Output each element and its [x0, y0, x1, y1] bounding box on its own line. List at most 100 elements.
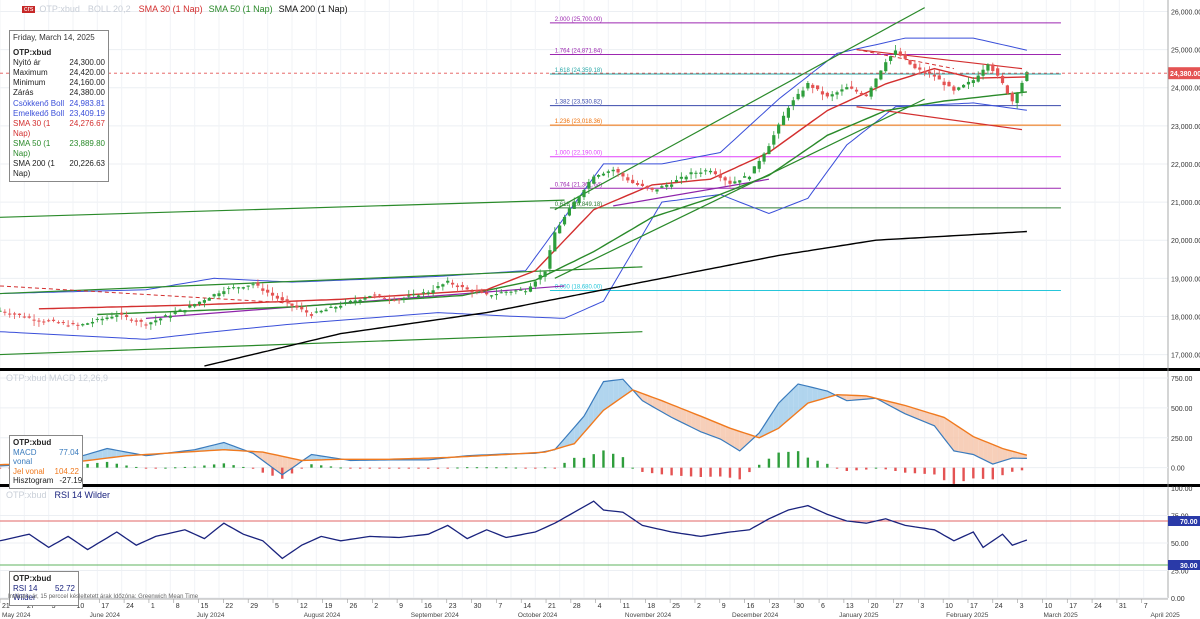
candle-up [358, 299, 362, 302]
macd-fill [788, 388, 794, 420]
macd-fill [695, 414, 701, 432]
candle-up [533, 281, 537, 287]
candle-up [222, 291, 226, 295]
x-month-label: October 2024 [518, 612, 558, 619]
candle-down [37, 320, 41, 322]
candle-up [743, 176, 747, 178]
candle-up [966, 81, 971, 85]
x-date-label: 10 [945, 603, 953, 610]
candle-down [1000, 75, 1005, 84]
candle-up [489, 295, 494, 297]
candle-up [874, 78, 878, 88]
legend-sma50[interactable]: SMA 50 (1 Nap) [208, 4, 273, 14]
macd-fill [233, 446, 239, 451]
fib-level-label: 0.764 (21,361.64) [555, 182, 602, 188]
legend-boll-faded[interactable]: BOLL 20,2 [87, 4, 131, 14]
macd-histogram-bar [913, 467, 917, 474]
x-date-label: 19 [325, 603, 333, 610]
macd-fill [803, 385, 808, 408]
macd-histogram-bar [621, 457, 625, 468]
fib-level-label: 1.382 (23,530.82) [555, 100, 602, 106]
candle-up [548, 250, 552, 269]
macd-histogram-bar [358, 467, 362, 469]
candle-up [149, 322, 153, 325]
candle-up [597, 175, 601, 177]
candle-up [524, 291, 528, 293]
macd-histogram-bar [485, 467, 488, 469]
macd-fill [671, 404, 677, 420]
candle-down [918, 67, 922, 70]
candle-down [475, 290, 479, 292]
candle-up [100, 318, 104, 321]
macd-fill [700, 416, 706, 434]
candle-up [90, 321, 95, 324]
macd-histogram-bar [641, 467, 644, 472]
candle-up [757, 160, 761, 169]
x-date-label: 3 [52, 603, 56, 610]
macd-fill [603, 380, 609, 411]
x-date-label: 24 [126, 603, 134, 610]
legend-sma200[interactable]: SMA 200 (1 Nap) [278, 4, 348, 14]
candle-up [348, 300, 352, 303]
macd-histogram-bar [612, 453, 615, 468]
candle-down [864, 94, 868, 97]
candle-down [8, 313, 12, 315]
macd-histogram-bar [417, 467, 420, 469]
candle-up [494, 294, 498, 296]
macd-fill [968, 433, 974, 455]
macd-fill [919, 409, 925, 422]
candle-up [796, 93, 800, 100]
macd-histogram-bar [728, 467, 732, 478]
candle-up [173, 312, 177, 314]
info-row: Emelkedő Boll 23,409.19 [13, 108, 105, 118]
macd-histogram-bar [826, 463, 829, 468]
macd-fill [272, 454, 278, 472]
macd-histogram-bar [1001, 467, 1004, 476]
rsi-level-badge [1168, 516, 1200, 526]
x-date-label: 12 [300, 603, 308, 610]
legend-sma30[interactable]: SMA 30 (1 Nap) [138, 4, 203, 14]
candle-up [567, 208, 571, 216]
macd-histogram-bar [1011, 467, 1014, 472]
macd-histogram-bar [164, 467, 167, 469]
candle-down [854, 89, 859, 92]
fib-level-label: 0.618 (20,849.18) [555, 202, 602, 208]
macd-histogram-bar [942, 467, 946, 481]
macd-histogram-bar [397, 467, 401, 469]
macd-fill [841, 394, 847, 401]
candle-down [71, 323, 75, 325]
macd-histogram-bar [154, 467, 157, 469]
macd-histogram-bar [796, 451, 800, 468]
macd-histogram-bar [115, 463, 118, 468]
candle-down [631, 179, 635, 184]
macd-fill [934, 414, 940, 433]
macd-histogram-bar [777, 452, 780, 468]
boll-lower-line [0, 102, 1027, 340]
candle-down [51, 319, 56, 321]
macd-fill [214, 443, 219, 451]
candle-down [1010, 92, 1014, 102]
candle-down [290, 303, 294, 306]
candle-up [202, 300, 206, 303]
macd-histogram-bar [212, 464, 216, 468]
x-date-label: 21 [2, 603, 10, 610]
candle-down [616, 168, 620, 173]
candle-down [621, 173, 625, 177]
candle-up [762, 153, 766, 162]
candle-up [188, 305, 192, 308]
candle-up [1025, 72, 1029, 81]
macd-fill [910, 406, 915, 418]
candle-down [942, 81, 946, 86]
macd-histogram-bar [709, 467, 712, 477]
candle-down [270, 292, 275, 296]
candle-up [986, 64, 990, 71]
candle-down [859, 92, 863, 95]
candle-up [499, 292, 503, 294]
macd-histogram-bar [300, 467, 303, 469]
macd-fill [92, 451, 98, 460]
candle-up [976, 75, 980, 82]
candle-down [129, 319, 133, 321]
candle-up [324, 309, 328, 312]
x-date-label: 10 [1044, 603, 1052, 610]
